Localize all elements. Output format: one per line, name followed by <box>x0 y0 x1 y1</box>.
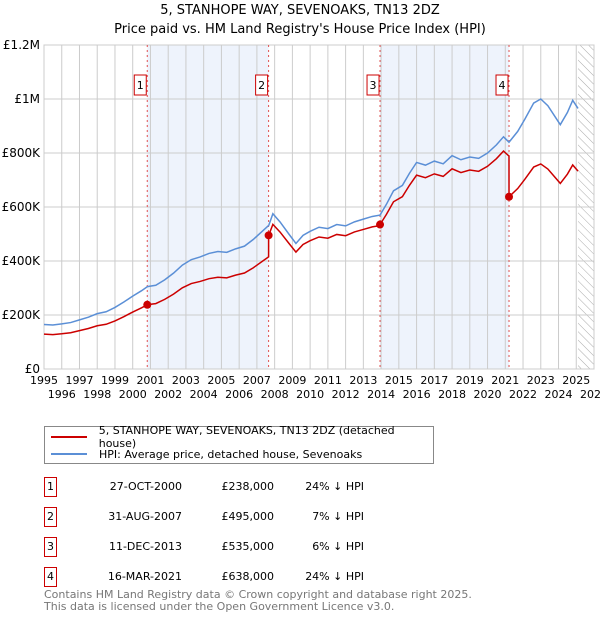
x-tick-label: 1995 <box>30 374 58 387</box>
x-tick-label: 2018 <box>438 388 466 401</box>
sale-hpi-diff: 7% ↓ HPI <box>312 510 364 523</box>
sale-row: 3 11-DEC-2013 £535,000 6% ↓ HPI <box>44 537 444 557</box>
sale-marker-label: 3 <box>370 79 377 92</box>
sale-marker-label: 3 <box>44 537 57 557</box>
y-tick-label: £0 <box>25 362 40 376</box>
x-tick-label: 2021 <box>491 374 519 387</box>
y-tick-label: £800K <box>2 146 42 160</box>
sale-marker-label: 4 <box>44 567 57 587</box>
sale-price: £238,000 <box>221 480 275 493</box>
chart-title: 5, STANHOPE WAY, SEVENOAKS, TN13 2DZ <box>160 3 440 18</box>
x-tick-label: 2011 <box>314 374 342 387</box>
x-tick-label: 2023 <box>527 374 555 387</box>
y-tick-label: £600K <box>2 200 42 214</box>
x-tick-label: 2000 <box>119 388 147 401</box>
sale-hpi-diff: 24% ↓ HPI <box>305 480 364 493</box>
x-tick-label: 1998 <box>83 388 111 401</box>
x-tick-label: 2020 <box>474 388 502 401</box>
x-tick-label: 2025 <box>562 374 590 387</box>
sale-date: 16-MAR-2021 <box>107 570 182 583</box>
sale-row: 1 27-OCT-2000 £238,000 24% ↓ HPI <box>44 477 444 497</box>
footer: Contains HM Land Registry data © Crown c… <box>44 589 472 613</box>
sale-price: £535,000 <box>221 540 275 553</box>
sale-point <box>143 300 152 309</box>
x-tick-label: 2024 <box>545 388 573 401</box>
y-tick-label: £1.2M <box>3 38 40 52</box>
sale-price: £495,000 <box>221 510 275 523</box>
sale-marker-label: 2 <box>44 507 57 527</box>
sale-marker-label: 1 <box>44 477 57 497</box>
sale-date: 11-DEC-2013 <box>108 540 182 553</box>
x-tick-label: 2003 <box>172 374 200 387</box>
legend: 5, STANHOPE WAY, SEVENOAKS, TN13 2DZ (de… <box>44 424 434 464</box>
x-tick-label: 2009 <box>278 374 306 387</box>
legend-swatch-blue <box>51 453 87 455</box>
sale-marker-box <box>366 74 380 96</box>
sale-date: 31-AUG-2007 <box>108 510 182 523</box>
x-tick-label: 2004 <box>190 388 218 401</box>
hpi-line <box>43 98 579 326</box>
price-chart: 1995199619971998199920002001200220032004… <box>2 38 600 401</box>
sale-price: £638,000 <box>221 570 275 583</box>
x-tick-label: 2008 <box>261 388 289 401</box>
sale-row: 4 16-MAR-2021 £638,000 24% ↓ HPI <box>44 567 444 587</box>
sale-point <box>264 231 273 240</box>
x-tick-label: 1999 <box>101 374 129 387</box>
x-tick-label: 2006 <box>225 388 253 401</box>
x-tick-label: 1996 <box>48 388 76 401</box>
plot-frame <box>43 44 595 370</box>
sale-marker-label: 4 <box>499 79 506 92</box>
x-tick-label: 2016 <box>403 388 431 401</box>
x-tick-label: 1997 <box>65 374 93 387</box>
footer-line: This data is licensed under the Open Gov… <box>44 600 395 613</box>
sale-marker-box <box>255 74 269 96</box>
x-tick-label: 2002 <box>154 388 182 401</box>
x-tick-label: 2001 <box>136 374 164 387</box>
x-tick-label: 2012 <box>332 388 360 401</box>
sale-marker-box <box>133 74 147 96</box>
sale-hpi-diff: 6% ↓ HPI <box>312 540 364 553</box>
footer-line: Contains HM Land Registry data © Crown c… <box>44 588 472 601</box>
x-tick-label: 2019 <box>456 374 484 387</box>
x-tick-label: 2007 <box>243 374 271 387</box>
x-tick-label: 2015 <box>385 374 413 387</box>
sale-point <box>376 220 385 229</box>
y-tick-label: £200K <box>2 308 42 322</box>
legend-swatch-red <box>51 436 87 438</box>
sale-date: 27-OCT-2000 <box>109 480 182 493</box>
sale-hpi-diff: 24% ↓ HPI <box>305 570 364 583</box>
x-tick-label: 2013 <box>349 374 377 387</box>
x-tick-label: 2017 <box>420 374 448 387</box>
x-tick-label: 2010 <box>296 388 324 401</box>
sale-marker-box <box>495 74 509 96</box>
y-tick-label: £1M <box>14 92 40 106</box>
sale-marker-label: 1 <box>137 79 144 92</box>
legend-item-hpi: HPI: Average price, detached house, Seve… <box>51 447 362 461</box>
x-tick-label: 2022 <box>509 388 537 401</box>
sale-marker-label: 2 <box>258 79 265 92</box>
x-tick-label: 2026 <box>580 388 600 401</box>
chart-subtitle: Price paid vs. HM Land Registry's House … <box>114 22 486 37</box>
y-tick-label: £400K <box>2 254 42 268</box>
x-tick-label: 2005 <box>207 374 235 387</box>
legend-label: HPI: Average price, detached house, Seve… <box>99 447 363 461</box>
sale-point <box>505 192 514 201</box>
legend-item-property: 5, STANHOPE WAY, SEVENOAKS, TN13 2DZ (de… <box>51 424 433 450</box>
legend-label: 5, STANHOPE WAY, SEVENOAKS, TN13 2DZ (de… <box>98 424 395 450</box>
sale-row: 2 31-AUG-2007 £495,000 7% ↓ HPI <box>44 507 444 527</box>
x-tick-label: 2014 <box>367 388 395 401</box>
